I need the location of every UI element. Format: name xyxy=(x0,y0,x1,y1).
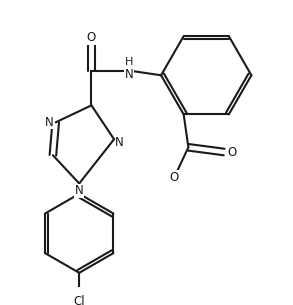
Text: N: N xyxy=(125,68,134,81)
Text: H: H xyxy=(125,57,133,67)
Text: O: O xyxy=(227,145,236,159)
Text: N: N xyxy=(75,185,84,197)
Text: N: N xyxy=(115,135,124,149)
Text: N: N xyxy=(45,116,54,129)
Text: O: O xyxy=(87,31,96,44)
Text: O: O xyxy=(170,171,179,184)
Text: Cl: Cl xyxy=(74,295,85,305)
